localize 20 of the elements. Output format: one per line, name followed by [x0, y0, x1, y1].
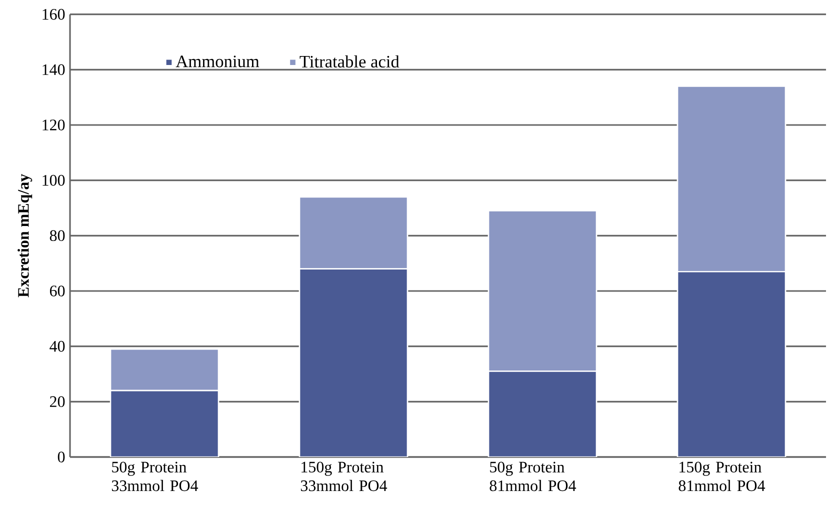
y-tick-label: 80 — [50, 230, 65, 242]
y-tick-label: 140 — [42, 64, 65, 76]
y-tick-label: 60 — [50, 286, 65, 296]
bar — [298, 268, 408, 457]
y-tick-label: 20 — [50, 396, 65, 408]
bar — [110, 390, 220, 457]
x-tick-label: 50g Protein 33mmol PO4 — [112, 462, 198, 492]
bar — [488, 370, 598, 457]
x-tick-label: 150g Protein 81mmol PO4 — [678, 462, 766, 492]
legend-label: Ammonium — [176, 56, 260, 68]
y-tick-label: 100 — [42, 174, 65, 186]
bar — [676, 270, 786, 457]
y-tick-label: 120 — [42, 120, 65, 130]
y-axis-title: Excretion mEq/ay — [18, 174, 32, 298]
x-tick-label: 150g Protein 33mmol PO4 — [300, 462, 388, 492]
legend-label: Titratable acid — [300, 55, 400, 68]
y-tick-label: 0 — [58, 452, 65, 462]
y-tick-label: 160 — [42, 8, 65, 20]
x-tick-label: 50g Protein 81mmol PO4 — [490, 462, 576, 492]
y-tick-label: 40 — [50, 340, 65, 352]
